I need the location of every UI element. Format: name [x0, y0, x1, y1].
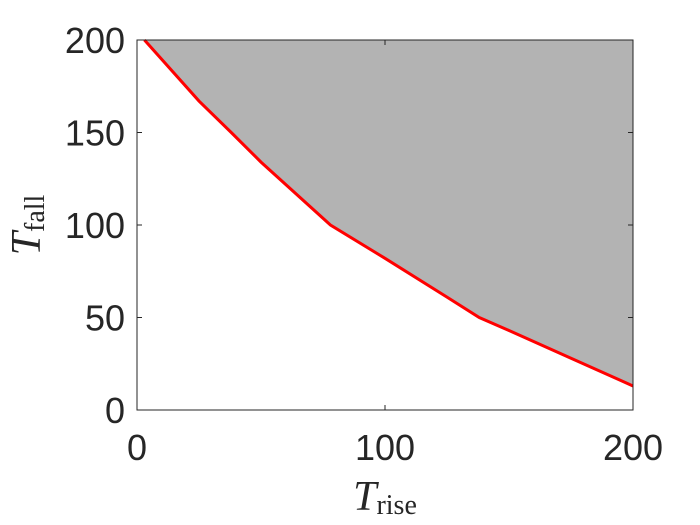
- y-label-symbol: T: [4, 229, 50, 255]
- y-tick-label: 150: [65, 113, 125, 154]
- y-tick-label: 0: [105, 390, 125, 431]
- x-label-symbol: T: [353, 474, 379, 520]
- y-tick-label: 200: [65, 20, 125, 61]
- y-label-subscript: fall: [20, 194, 51, 232]
- shaded-region: [144, 40, 633, 386]
- x-tick-label: 100: [355, 427, 415, 468]
- y-axis-label: Tfall: [4, 194, 51, 255]
- x-label-subscript: rise: [376, 490, 416, 521]
- curve: [143, 39, 634, 388]
- x-tick-label: 0: [127, 427, 147, 468]
- y-tick-label: 100: [65, 205, 125, 246]
- y-tick-label: 50: [85, 298, 125, 339]
- x-axis-label: Trise: [353, 474, 417, 521]
- x-tick-label: 200: [603, 427, 663, 468]
